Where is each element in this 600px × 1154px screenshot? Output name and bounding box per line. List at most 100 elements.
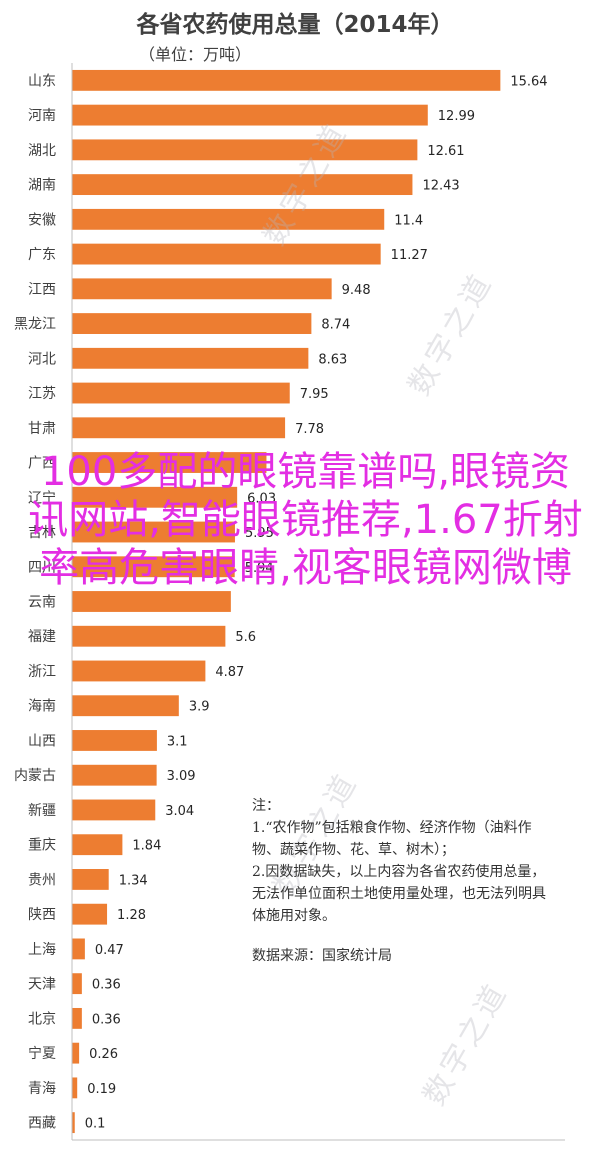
category-label: 江西 (28, 282, 56, 298)
value-label: 5.94 (245, 561, 274, 576)
value-label: 0.36 (92, 978, 121, 993)
value-label: 3.04 (165, 804, 194, 819)
value-label: 1.28 (117, 908, 146, 923)
bar (72, 278, 332, 300)
category-label: 四川 (28, 560, 56, 576)
category-label: 青海 (28, 1081, 56, 1097)
labels-layer: 山东 15.64 河南 12.99 湖北 12.61 湖南 12.43 安徽 11.4 广东 11.2… (14, 73, 548, 1131)
value-label: 5.95 (245, 526, 274, 541)
chart-subtitle: （单位：万吨） (139, 45, 251, 64)
x-axis: 024681012141618 (71, 63, 565, 1141)
bar (72, 104, 428, 126)
bar (72, 139, 418, 161)
value-label: 5.6 (235, 630, 256, 645)
bar (72, 347, 309, 369)
note-1: 1.“农作物”包括粮食作物、经济作物（油料作物、蔬菜作物、花、草、树木）； (252, 820, 532, 858)
category-label: 河南 (28, 108, 56, 124)
bar (72, 764, 157, 786)
category-label: 贵州 (28, 872, 56, 888)
bar (72, 660, 206, 682)
value-label: 1.84 (132, 839, 161, 854)
category-label: 吉林 (28, 525, 56, 541)
category-label: 海南 (28, 699, 56, 715)
value-label: 11.27 (391, 248, 428, 263)
category-label: 甘肃 (28, 421, 56, 437)
value-label: 0.47 (95, 943, 124, 958)
bar (72, 243, 381, 265)
category-label: 重庆 (28, 838, 56, 854)
bar (72, 556, 235, 578)
value-label: 0.26 (89, 1047, 118, 1062)
value-label: 3.9 (189, 700, 210, 715)
value-label: 3.1 (167, 734, 188, 749)
category-label: 新疆 (28, 803, 56, 819)
value-label: 0.36 (92, 1012, 121, 1027)
category-label: 北京 (28, 1011, 56, 1027)
bar (72, 625, 226, 647)
bar (72, 730, 157, 751)
value-label: 12.99 (438, 109, 475, 124)
bars-layer (72, 69, 501, 1134)
bar (72, 1007, 82, 1029)
value-label: 9.48 (342, 283, 371, 298)
bar (72, 1042, 80, 1064)
bar (72, 591, 231, 612)
value-label: 3.09 (167, 769, 196, 784)
category-label: 内蒙古 (14, 768, 56, 784)
value-label: 0.1 (85, 1117, 106, 1132)
category-label: 江苏 (28, 386, 56, 402)
bar (72, 973, 82, 995)
bar (72, 313, 312, 334)
bar (72, 869, 109, 890)
bar (72, 486, 238, 508)
value-label: 4.87 (215, 665, 244, 680)
overlay-caption: 100多配的眼镜靠谱吗,眼镜资讯网站,智能眼镜推荐,1.67折射率高危害眼睛,视… (28, 449, 583, 591)
category-label: 湖北 (28, 143, 56, 159)
value-label: 7.95 (300, 387, 329, 402)
bar (72, 903, 108, 925)
value-label: 12.43 (422, 179, 459, 194)
category-label: 山东 (28, 73, 56, 89)
value-label: 8.63 (318, 352, 347, 367)
category-label: 云南 (28, 595, 56, 611)
bar (72, 69, 501, 91)
bar (72, 1077, 78, 1099)
category-label: 河北 (28, 351, 56, 367)
category-label: 广西 (28, 456, 56, 472)
bar (72, 382, 290, 404)
value-label: 11.4 (394, 213, 423, 228)
notes-panel: 注： 1.“农作物”包括粮食作物、经济作物（油料作物、蔬菜作物、花、草、树木）；… (252, 795, 557, 967)
chart-title: 各省农药使用总量（2014年） (135, 11, 453, 38)
category-label: 黑龙江 (14, 317, 56, 333)
bar (72, 799, 156, 821)
category-label: 广东 (28, 247, 56, 263)
category-label: 浙江 (28, 664, 56, 680)
category-label: 宁夏 (28, 1045, 56, 1062)
bar (72, 174, 413, 196)
category-label: 天津 (28, 977, 56, 993)
bar (72, 452, 267, 473)
bar (72, 695, 179, 717)
bar (72, 417, 286, 439)
bar (72, 208, 385, 230)
bar (72, 938, 85, 960)
bar (72, 834, 123, 856)
value-label: 0.19 (87, 1082, 116, 1097)
value-label: 8.74 (321, 318, 350, 333)
value-label: 1.34 (119, 873, 148, 888)
value-label: 15.64 (510, 74, 547, 89)
note-2: 2.因数据缺失，以上内容为各省农药使用总量，无法作单位面积土地使用量处理，也无法… (252, 864, 546, 924)
value-label: 6.03 (247, 491, 276, 506)
category-label: 安徽 (28, 212, 56, 228)
value-label: 7.78 (295, 422, 324, 437)
bar (72, 521, 235, 543)
value-label: 12.61 (427, 144, 464, 159)
category-label: 辽宁 (28, 489, 56, 506)
bar (72, 1112, 75, 1134)
category-label: 西藏 (28, 1116, 56, 1132)
category-label: 陕西 (28, 907, 56, 923)
notes-heading: 注： (252, 798, 280, 814)
category-label: 湖南 (28, 178, 56, 194)
category-label: 福建 (28, 629, 56, 645)
